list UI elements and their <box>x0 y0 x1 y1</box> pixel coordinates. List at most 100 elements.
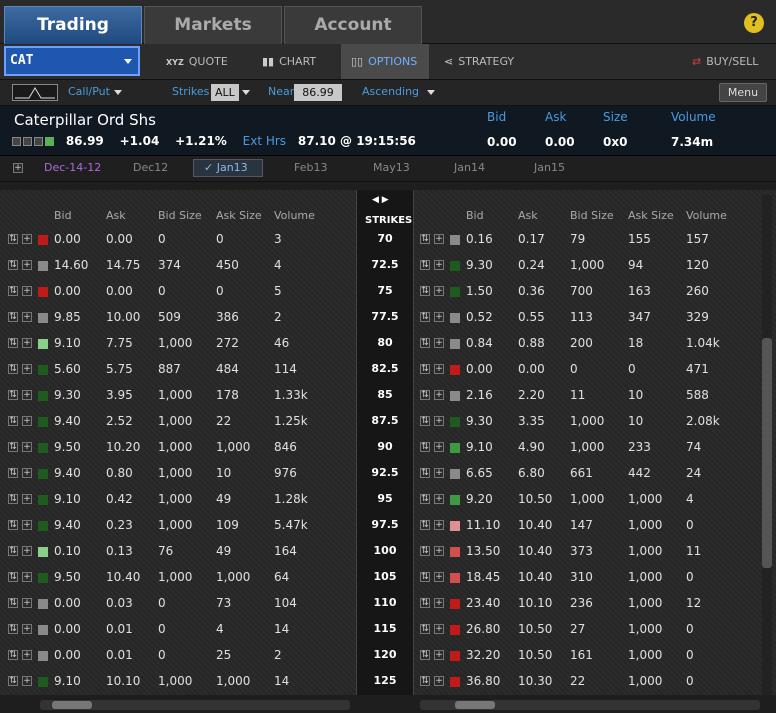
put-add-icon[interactable]: + <box>434 260 444 270</box>
put-bs-cell[interactable]: 700 <box>570 284 593 298</box>
trade-icon[interactable] <box>23 137 32 146</box>
call-as-cell[interactable]: 4 <box>216 622 224 636</box>
put-as-cell[interactable]: 94 <box>628 258 644 272</box>
quote-button[interactable]: XYZ QUOTE <box>166 44 228 79</box>
put-vol-cell[interactable]: 11 <box>686 544 702 558</box>
call-ask-cell[interactable]: 0.03 <box>106 596 133 610</box>
strike-price[interactable]: 92.5 <box>371 466 399 479</box>
put-ask-cell[interactable]: 10.10 <box>518 596 553 610</box>
put-bs-cell[interactable]: 27 <box>570 622 586 636</box>
call-as-cell[interactable]: 109 <box>216 518 239 532</box>
call-bidsize-header[interactable]: Bid Size <box>158 209 202 222</box>
put-as-cell[interactable]: 10 <box>628 388 644 402</box>
strike-price[interactable]: 75 <box>377 284 393 297</box>
call-vol-cell[interactable]: 164 <box>274 544 297 558</box>
put-as-cell[interactable]: 442 <box>628 466 651 480</box>
put-bs-cell[interactable]: 1,000 <box>570 414 605 428</box>
put-vol-cell[interactable]: 329 <box>686 310 709 324</box>
put-bid-cell[interactable]: 18.45 <box>466 570 501 584</box>
call-as-cell[interactable]: 10 <box>216 466 232 480</box>
puts-horizontal-scrollbar[interactable] <box>420 700 760 710</box>
put-trade-icon[interactable]: ⇅ <box>420 416 430 426</box>
put-bid-cell[interactable]: 32.20 <box>466 648 501 662</box>
put-vol-cell[interactable]: 0 <box>686 570 694 584</box>
call-vol-cell[interactable]: 5.47k <box>274 518 308 532</box>
call-bid-cell[interactable]: 0.00 <box>54 622 81 636</box>
call-bid-cell[interactable]: 0.00 <box>54 648 81 662</box>
put-trade-icon[interactable]: ⇅ <box>420 260 430 270</box>
put-ask-cell[interactable]: 10.50 <box>518 492 553 506</box>
put-asksize-header[interactable]: Ask Size <box>628 209 674 222</box>
put-bid-cell[interactable]: 36.80 <box>466 674 501 688</box>
call-trade-icon[interactable]: ⇅ <box>8 442 18 452</box>
put-volume-header[interactable]: Volume <box>686 209 727 222</box>
strike-price[interactable]: 115 <box>373 622 397 635</box>
call-as-cell[interactable]: 1,000 <box>216 440 251 454</box>
put-add-icon[interactable]: + <box>434 598 444 608</box>
chevron-down-icon[interactable] <box>242 90 250 95</box>
strike-price[interactable]: 80 <box>377 336 393 349</box>
put-ask-header[interactable]: Ask <box>518 209 538 222</box>
put-bid-cell[interactable]: 23.40 <box>466 596 501 610</box>
buy-sell-button[interactable]: ⇄ BUY/SELL <box>692 44 758 79</box>
expiry-dec-14-12[interactable]: Dec-14-12 <box>44 161 102 174</box>
call-as-cell[interactable]: 73 <box>216 596 232 610</box>
call-bid-cell[interactable]: 0.00 <box>54 232 81 246</box>
put-as-cell[interactable]: 233 <box>628 440 651 454</box>
put-ask-cell[interactable]: 10.40 <box>518 518 553 532</box>
vertical-scroll-thumb[interactable] <box>762 338 772 568</box>
put-vol-cell[interactable]: 471 <box>686 362 709 376</box>
call-vol-cell[interactable]: 4 <box>274 258 282 272</box>
call-trade-icon[interactable]: ⇅ <box>8 624 18 634</box>
call-ask-cell[interactable]: 10.10 <box>106 674 141 688</box>
call-bs-cell[interactable]: 0 <box>158 622 166 636</box>
call-bid-header[interactable]: Bid <box>54 209 72 222</box>
put-as-cell[interactable]: 18 <box>628 336 644 350</box>
call-ask-header[interactable]: Ask <box>106 209 126 222</box>
call-bid-cell[interactable]: 0.00 <box>54 596 81 610</box>
put-ask-cell[interactable]: 4.90 <box>518 440 545 454</box>
strategy-button[interactable]: ⋖ STRATEGY <box>444 44 514 79</box>
put-trade-icon[interactable]: ⇅ <box>420 338 430 348</box>
put-trade-icon[interactable]: ⇅ <box>420 676 430 686</box>
expiry-jan15[interactable]: Jan15 <box>534 161 565 174</box>
call-trade-icon[interactable]: ⇅ <box>8 676 18 686</box>
add-icon[interactable] <box>34 137 43 146</box>
put-ask-cell[interactable]: 0.17 <box>518 232 545 246</box>
put-vol-cell[interactable]: 2.08k <box>686 414 720 428</box>
put-as-cell[interactable]: 0 <box>628 362 636 376</box>
call-ask-cell[interactable]: 5.75 <box>106 362 133 376</box>
put-add-icon[interactable]: + <box>434 468 444 478</box>
call-as-cell[interactable]: 22 <box>216 414 232 428</box>
put-bid-cell[interactable]: 9.20 <box>466 492 493 506</box>
put-bs-cell[interactable]: 113 <box>570 310 593 324</box>
tab-markets[interactable]: Markets <box>144 6 282 44</box>
strike-price[interactable]: 95 <box>377 492 393 505</box>
put-trade-icon[interactable]: ⇅ <box>420 468 430 478</box>
expiry-may13[interactable]: May13 <box>373 161 410 174</box>
put-as-cell[interactable]: 347 <box>628 310 651 324</box>
call-trade-icon[interactable]: ⇅ <box>8 416 18 426</box>
put-as-cell[interactable]: 1,000 <box>628 518 663 532</box>
put-vol-cell[interactable]: 0 <box>686 622 694 636</box>
call-bid-cell[interactable]: 0.10 <box>54 544 81 558</box>
call-as-cell[interactable]: 25 <box>216 648 232 662</box>
put-add-icon[interactable]: + <box>434 416 444 426</box>
call-add-icon[interactable]: + <box>22 468 32 478</box>
call-as-cell[interactable]: 484 <box>216 362 239 376</box>
expiry-feb13[interactable]: Feb13 <box>294 161 328 174</box>
put-bid-cell[interactable]: 9.30 <box>466 414 493 428</box>
put-add-icon[interactable]: + <box>434 520 444 530</box>
strike-scroll-arrows-icon[interactable]: ◀ ▶ <box>372 195 389 205</box>
call-ask-cell[interactable]: 0.13 <box>106 544 133 558</box>
call-bid-cell[interactable]: 9.10 <box>54 336 81 350</box>
call-bs-cell[interactable]: 887 <box>158 362 181 376</box>
puts-scroll-thumb[interactable] <box>455 701 495 709</box>
call-add-icon[interactable]: + <box>22 598 32 608</box>
put-trade-icon[interactable]: ⇅ <box>420 442 430 452</box>
put-bs-cell[interactable]: 79 <box>570 232 586 246</box>
put-bid-cell[interactable]: 0.00 <box>466 362 493 376</box>
call-bid-cell[interactable]: 9.50 <box>54 570 81 584</box>
call-ask-cell[interactable]: 2.52 <box>106 414 133 428</box>
call-vol-cell[interactable]: 2 <box>274 648 282 662</box>
